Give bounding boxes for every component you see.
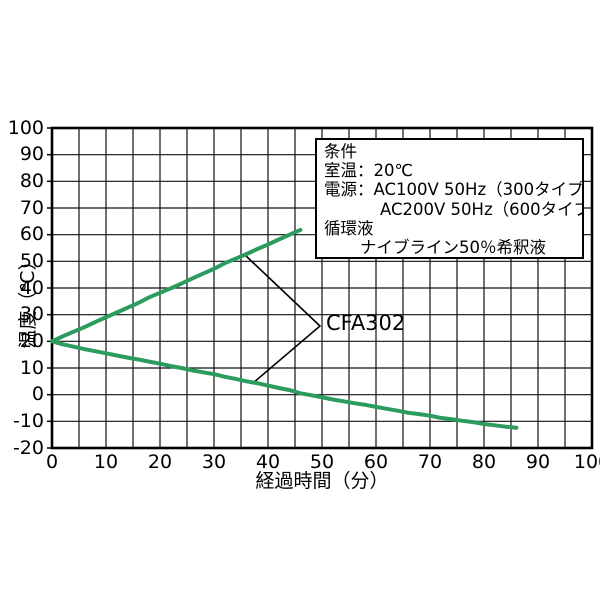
conditions-box: 条件 室温：20℃ 電源：AC100V 50Hz（300タイプ） AC200V 50H… (315, 138, 584, 259)
x-tick-label: 70 (417, 451, 443, 473)
x-tick-label: 10 (93, 451, 119, 473)
series-label: CFA302 (326, 311, 406, 335)
x-tick-label: 60 (363, 451, 389, 473)
y-tick-label: 100 (7, 116, 44, 139)
y-tick-label: 50 (19, 249, 44, 272)
annotation-leader-lines (244, 254, 322, 384)
y-tick-label: 90 (19, 143, 44, 166)
x-tick-label: 20 (147, 451, 173, 473)
x-tick-label: 50 (309, 451, 335, 473)
condition-line: 条件 (324, 142, 357, 161)
y-tick-label: 0 (31, 383, 44, 406)
y-tick-label: 20 (19, 329, 44, 352)
x-tick-label: 90 (525, 451, 551, 473)
y-tick-label: 60 (19, 223, 44, 246)
heating-curve (50, 227, 303, 344)
y-tick-label: 80 (19, 169, 44, 192)
y-tick-label: 70 (19, 196, 44, 219)
y-tick-label: 30 (19, 303, 44, 326)
y-tick-label: 40 (19, 276, 44, 299)
condition-line: AC200V 50Hz（600タイプ） (380, 199, 584, 219)
x-tick-label: 0 (45, 451, 59, 473)
y-tick-label: 10 (19, 356, 44, 379)
cooling-curve (50, 339, 519, 430)
condition-line: 循環液 (324, 218, 374, 238)
plot-frame (50, 126, 594, 450)
y-axis-title: 温度（℃） (17, 251, 39, 349)
y-tick-label: -20 (12, 436, 44, 459)
x-tick-label: 80 (471, 451, 497, 473)
y-tick-label: -10 (12, 409, 44, 432)
condition-line: ナイブライン50％希釈液 (360, 238, 546, 258)
condition-line: 電源：AC100V 50Hz（300タイプ） (324, 180, 584, 200)
x-axis-title: 経過時間（分） (255, 470, 389, 492)
x-tick-label: 30 (201, 451, 227, 473)
x-tick-label: 40 (255, 451, 281, 473)
condition-line: 室温：20℃ (324, 161, 414, 181)
x-tick-label: 100 (573, 451, 600, 473)
